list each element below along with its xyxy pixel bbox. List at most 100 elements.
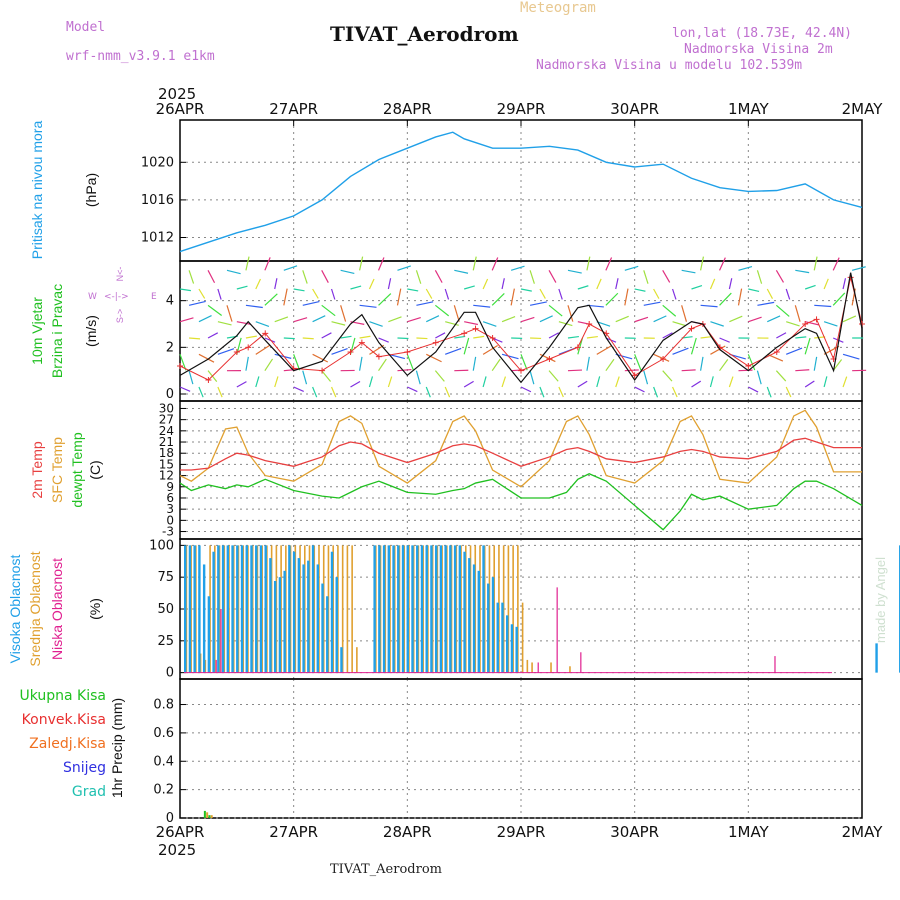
ytick-label: 15 — [159, 457, 174, 471]
cloud-bar-high — [326, 596, 329, 673]
wind-arrow — [453, 305, 460, 322]
gust-marker — [205, 377, 212, 383]
ytick-label: 0.4 — [153, 754, 174, 769]
temp-ylabel-sfc: SFC Temp — [49, 437, 65, 503]
cloud-bar-mid — [521, 602, 524, 673]
wind-arrow — [302, 270, 308, 284]
wind-arrow — [415, 370, 421, 385]
cloud-bar-high — [184, 545, 187, 673]
xtick-bottom: 2MAY — [842, 823, 884, 841]
wind-arrow — [482, 376, 487, 388]
gust-marker — [233, 349, 240, 355]
precip-bar — [208, 815, 211, 818]
wind-arrow — [596, 376, 601, 388]
wind-arrow — [510, 288, 515, 306]
cloud-bar-high — [482, 545, 485, 673]
meteogram-label: Meteogram — [520, 0, 596, 16]
cloud-bar-mid — [341, 545, 344, 673]
cloud-bar-high — [307, 560, 310, 673]
gust-marker — [660, 356, 667, 362]
precip-bar — [206, 812, 209, 818]
wind-arrow — [823, 278, 829, 290]
wind-arrow — [577, 337, 584, 355]
wind-arrow — [245, 335, 257, 339]
model-label: Model — [66, 20, 106, 35]
cloud-bar-high — [188, 545, 192, 673]
cloud-bar-mid — [550, 662, 552, 673]
wind-arrow — [445, 321, 459, 326]
pressure-line — [179, 131, 863, 253]
wind-arrow — [331, 386, 337, 398]
gust-marker — [745, 363, 752, 369]
cloud-bar-mid — [242, 545, 245, 673]
wind-arrow — [766, 288, 774, 299]
xtick-bottom: 30APR — [610, 823, 659, 841]
cloud-unit: (%) — [87, 598, 103, 620]
cloud-bar-high — [416, 545, 419, 673]
station-title: TIVAT_Aerodrom — [330, 22, 519, 46]
cloud-bar-high — [378, 545, 381, 673]
wind-arrow — [454, 335, 466, 339]
cloud-bar-high — [449, 545, 452, 673]
wind-arrow — [340, 305, 347, 322]
cloud-bar-mid — [379, 545, 382, 673]
ytick-label: 1016 — [141, 193, 174, 208]
wind-arrow — [426, 315, 440, 323]
cloud-bar-mid — [526, 659, 529, 673]
cloud-bar-high — [439, 545, 443, 673]
ytick-label: 24 — [159, 424, 174, 438]
wind-arrow — [643, 270, 649, 284]
wind-arrow — [255, 376, 260, 388]
gust-marker — [432, 339, 439, 346]
wind-arrow — [548, 270, 557, 283]
gust-marker — [546, 356, 553, 362]
wind-arrow — [188, 270, 195, 284]
wind-arrow — [312, 386, 318, 398]
wind-arrow — [776, 332, 787, 339]
xtick-top: 1MAY — [728, 100, 770, 118]
wind-arrow — [832, 337, 844, 343]
wind-arrow — [842, 278, 847, 290]
cloud-bar-low — [580, 652, 582, 673]
wind-arrow — [510, 265, 525, 271]
wind-arrow — [293, 288, 305, 292]
wind-arrow — [444, 386, 451, 398]
elevation-label: Nadmorska Visina 2m — [684, 42, 833, 57]
wind-arrow — [709, 278, 716, 290]
wind-arrow — [396, 288, 402, 306]
cloud-bar-mid — [204, 659, 207, 673]
wind-arrow — [312, 315, 326, 323]
temp-ylabel-2m: 2m Temp — [29, 441, 45, 499]
dir-key-e: E — [151, 292, 157, 302]
cloud-ylabel-mid: Srednja Oblacnost — [27, 551, 43, 666]
wind-arrow — [539, 386, 545, 398]
wind-arrow — [775, 270, 785, 283]
wind-arrow — [548, 332, 560, 339]
ytick-label: 0.8 — [153, 698, 174, 713]
wind-arrow — [387, 376, 393, 388]
cloud-bar-low — [220, 609, 222, 673]
wind-arrow — [350, 285, 362, 290]
wind-unit: (m/s) — [83, 315, 99, 347]
wind-arrow — [407, 386, 418, 393]
cloud-bar-mid — [190, 545, 192, 673]
wind-arrow — [823, 345, 840, 355]
wind-arrow — [416, 337, 428, 340]
cloud-bar-high — [434, 545, 438, 673]
cloud-bar-high — [444, 545, 447, 673]
wind-arrow — [217, 386, 223, 398]
gust-marker — [518, 367, 524, 374]
temp-unit: (C) — [87, 460, 103, 479]
wind-arrow — [463, 285, 475, 290]
wind-arrow — [653, 288, 660, 299]
wind-arrow — [302, 301, 320, 306]
precip-ylabel: 1hr Precip (mm) — [109, 698, 125, 798]
wind-arrow — [634, 316, 649, 323]
wind-arrow — [359, 335, 371, 339]
wind-arrow — [719, 359, 729, 372]
wind-arrow — [368, 376, 374, 388]
cloud-bar-high — [207, 596, 211, 673]
ytick-label: 0 — [166, 513, 174, 527]
cloud-bar-high — [411, 545, 414, 673]
wind-arrow — [615, 376, 620, 388]
